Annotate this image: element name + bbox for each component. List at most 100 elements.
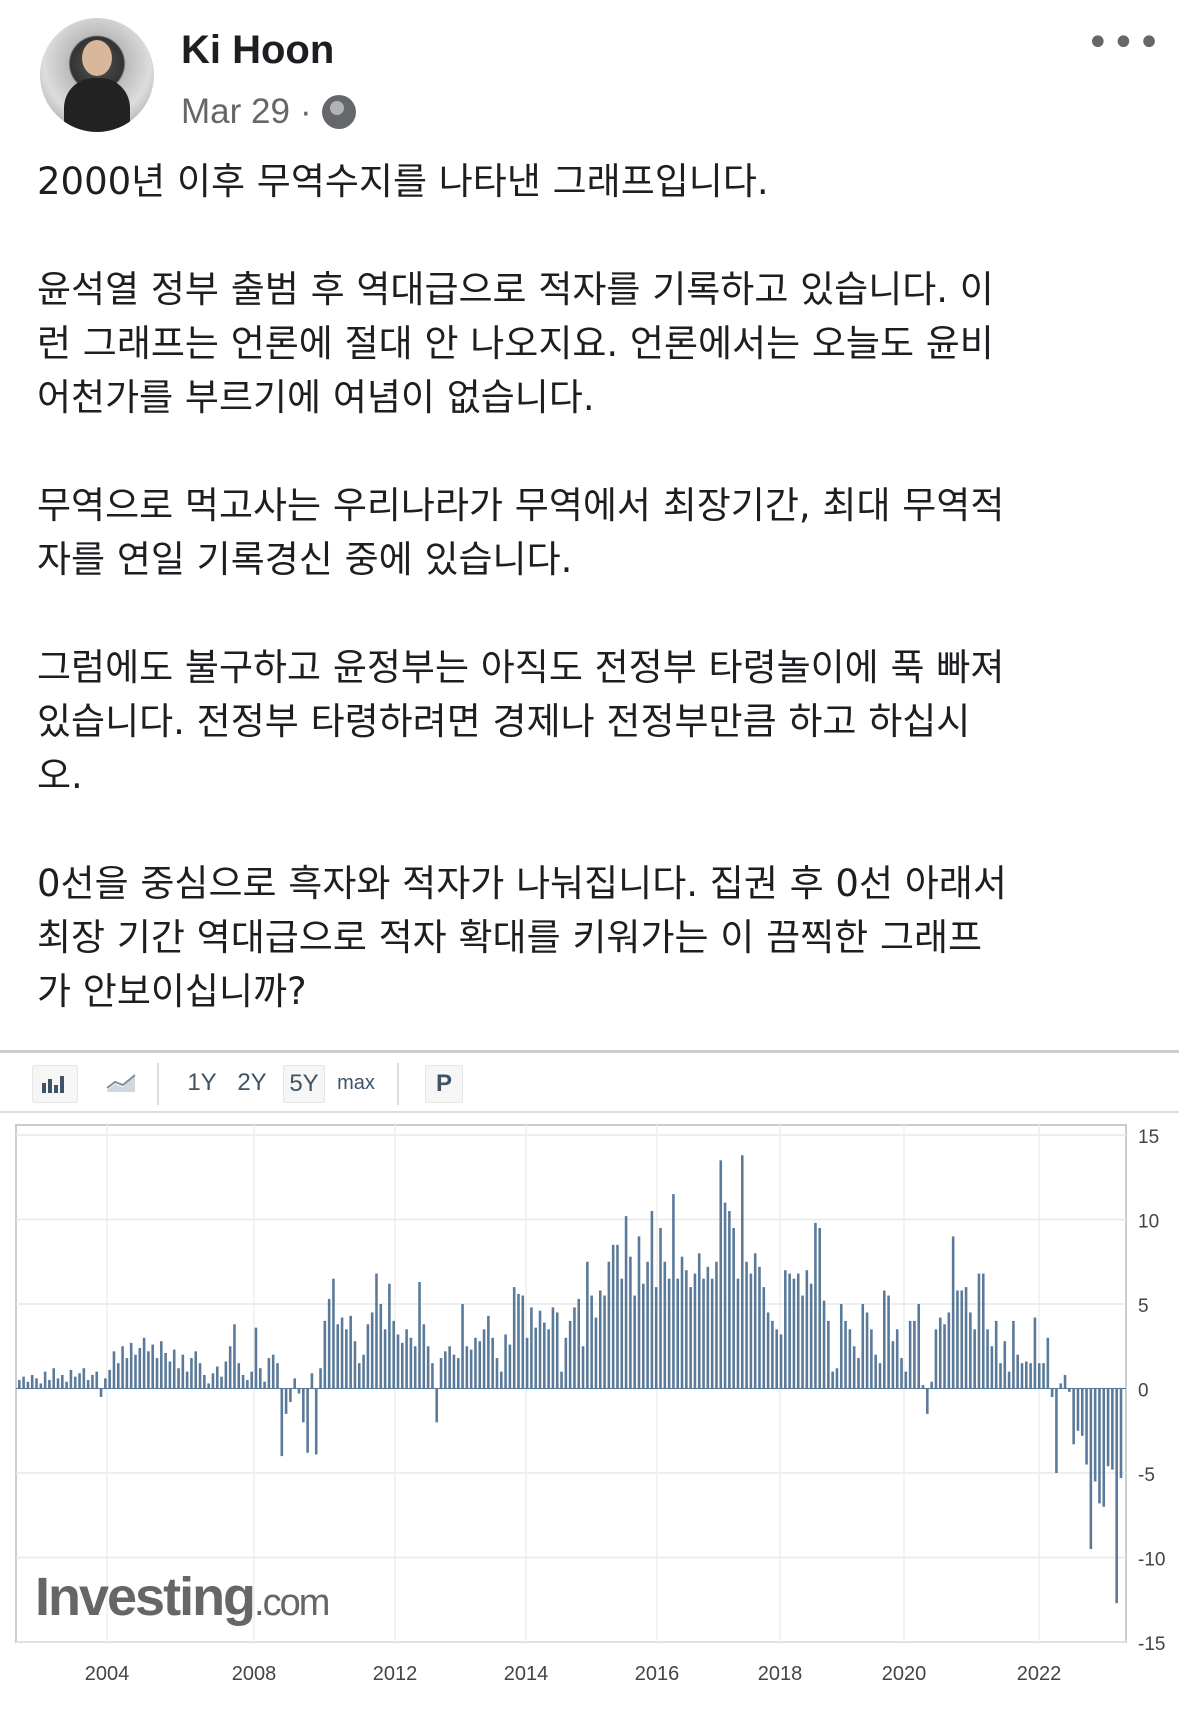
post-line: 자를 연일 기록경신 중에 있습니다. — [37, 538, 573, 581]
bar — [168, 1361, 172, 1389]
more-options-icon[interactable]: ••• — [1086, 20, 1163, 66]
bar — [207, 1383, 210, 1389]
author-name[interactable]: Ki Hoon — [181, 28, 335, 72]
post-date[interactable]: Mar 29 — [181, 92, 290, 131]
range-1y[interactable]: 1Y — [187, 1069, 217, 1096]
bar — [861, 1304, 865, 1389]
bar — [289, 1388, 292, 1403]
bar — [99, 1388, 103, 1397]
bar — [426, 1346, 430, 1389]
post-paragraph: 0선을 중심으로 흑자와 적자가 나눠집니다. 집권 후 0선 아래서 최장 기간… — [37, 857, 1147, 1019]
bar — [302, 1388, 305, 1423]
bar — [121, 1346, 124, 1389]
bar — [26, 1381, 30, 1389]
bar — [792, 1278, 796, 1389]
post-line: 무역으로 먹고사는 우리나라가 무역에서 최장기간, 최대 무역적 — [37, 484, 1005, 527]
bar — [642, 1283, 645, 1389]
bar-chart-icon[interactable] — [32, 1065, 78, 1103]
bar — [203, 1374, 206, 1389]
bar — [697, 1253, 701, 1389]
bar — [276, 1363, 279, 1389]
bar — [555, 1312, 559, 1389]
avatar[interactable] — [40, 18, 154, 132]
bar — [30, 1374, 34, 1389]
bar — [723, 1202, 727, 1389]
bar — [155, 1358, 159, 1389]
bar — [224, 1361, 228, 1389]
bar — [702, 1278, 705, 1389]
bar — [633, 1295, 636, 1389]
bar — [48, 1380, 51, 1389]
bar — [336, 1324, 340, 1389]
bar — [69, 1369, 73, 1389]
x-tick-label: 2014 — [504, 1663, 549, 1685]
bar — [689, 1287, 692, 1389]
bar — [930, 1381, 933, 1389]
chart-toolbar: 1Y 2Y 5Y max P — [0, 1050, 1179, 1113]
bar — [598, 1290, 602, 1389]
bar — [323, 1320, 327, 1389]
bar — [108, 1369, 111, 1389]
line-chart-icon[interactable] — [100, 1065, 144, 1101]
globe-icon — [321, 95, 356, 129]
bar — [796, 1273, 800, 1389]
bar — [981, 1273, 985, 1389]
bar — [560, 1371, 563, 1389]
bar — [848, 1329, 852, 1389]
bar — [461, 1304, 464, 1389]
bar — [1059, 1383, 1063, 1389]
bar — [538, 1310, 542, 1389]
bar — [629, 1256, 632, 1389]
bar — [801, 1295, 804, 1389]
bar — [138, 1347, 142, 1389]
bar — [654, 1287, 658, 1389]
bar — [504, 1334, 507, 1389]
bar — [637, 1236, 641, 1389]
bar — [280, 1388, 284, 1457]
bar — [456, 1358, 460, 1389]
bar — [900, 1358, 903, 1389]
bar — [977, 1273, 981, 1389]
post-line: 0선을 중심으로 흑자와 적자가 나눠집니다. 집권 후 0선 아래서 — [37, 862, 1007, 905]
bar — [590, 1295, 593, 1389]
bar — [1042, 1363, 1045, 1389]
bar — [1072, 1388, 1075, 1445]
bar — [938, 1317, 942, 1389]
bar — [577, 1298, 581, 1389]
bar — [921, 1385, 925, 1389]
bar — [517, 1293, 520, 1389]
meta-separator: · — [299, 92, 312, 131]
bar — [706, 1266, 710, 1389]
bar — [1012, 1320, 1015, 1389]
bar — [177, 1368, 180, 1389]
bar — [564, 1337, 568, 1389]
bar — [512, 1287, 516, 1389]
bar — [728, 1211, 731, 1389]
bar — [676, 1278, 680, 1389]
range-5y[interactable]: 5Y — [283, 1065, 325, 1103]
bar — [241, 1374, 245, 1389]
range-max[interactable]: max — [337, 1071, 375, 1094]
bar — [73, 1376, 77, 1389]
range-2y[interactable]: 2Y — [237, 1069, 267, 1096]
bar — [116, 1363, 120, 1389]
bar — [499, 1371, 503, 1389]
post-line: 런 그래프는 언론에 절대 안 나오지요. 언론에서는 오늘도 윤비 — [37, 322, 994, 365]
bar — [1080, 1388, 1084, 1436]
bar — [775, 1329, 778, 1389]
bar — [740, 1155, 744, 1389]
y-tick-label: 10 — [1138, 1212, 1159, 1233]
bar — [95, 1371, 99, 1389]
bar — [332, 1278, 335, 1389]
bar — [18, 1380, 21, 1389]
p-button[interactable]: P — [425, 1065, 463, 1103]
bar — [35, 1378, 38, 1389]
bar — [1003, 1341, 1007, 1389]
x-tick-label: 2016 — [635, 1663, 680, 1685]
bar — [151, 1344, 154, 1389]
bar — [65, 1381, 68, 1389]
bar — [1055, 1388, 1058, 1473]
bar — [345, 1329, 348, 1389]
y-tick-label: 0 — [1138, 1381, 1149, 1402]
bar — [194, 1351, 198, 1389]
